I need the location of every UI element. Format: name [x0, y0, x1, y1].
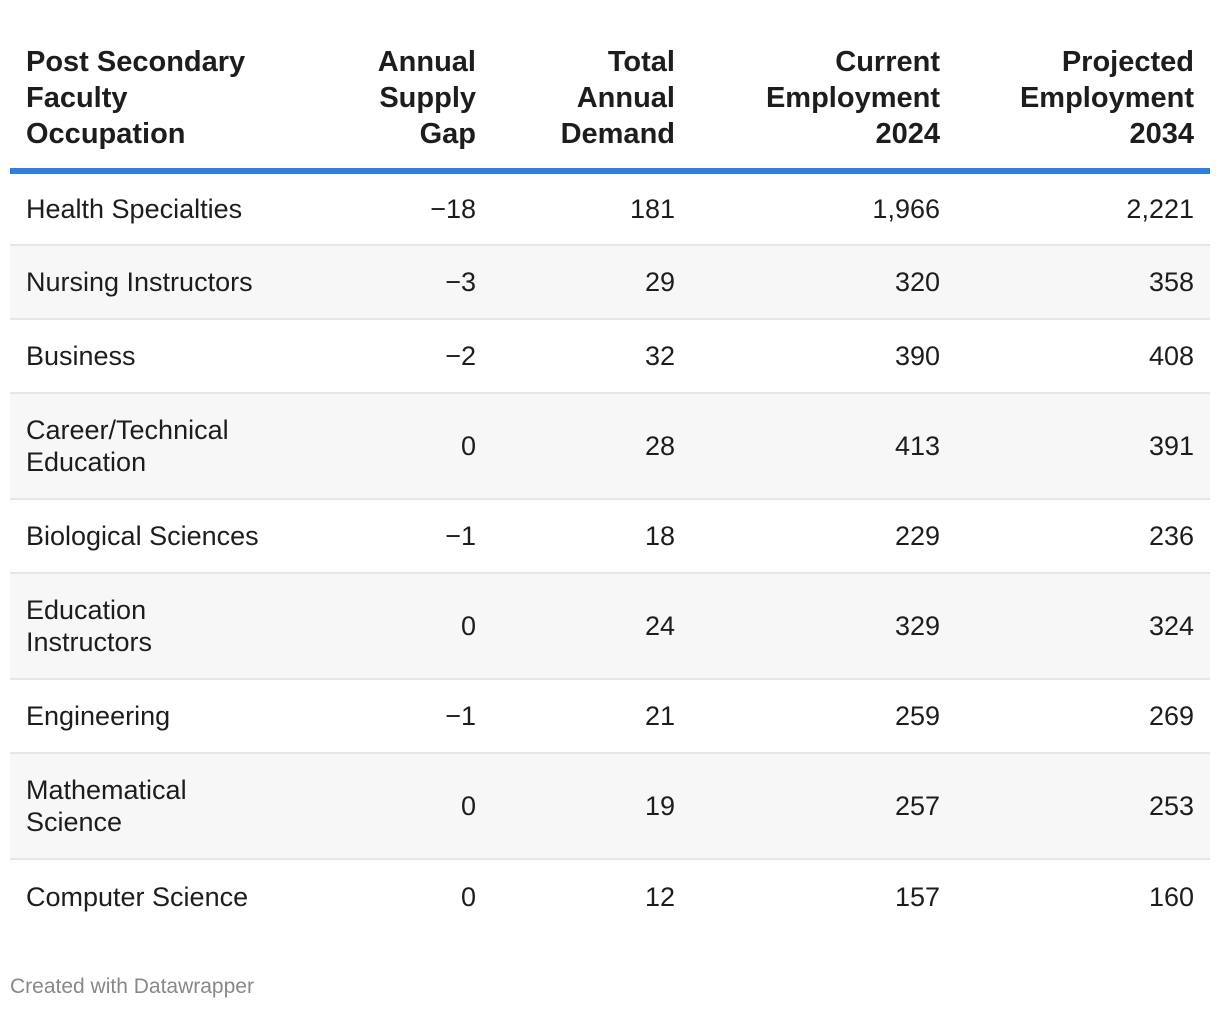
cell-occupation: Engineering	[10, 679, 286, 754]
table-header: Post Secondary Faculty Occupation Annual…	[10, 44, 1210, 174]
cell-total-annual-demand: 32	[482, 319, 681, 394]
cell-projected-employment-2034: 358	[946, 245, 1210, 320]
header-current-employment-2024[interactable]: Current Employment 2024	[681, 44, 946, 174]
cell-total-annual-demand: 18	[482, 499, 681, 574]
table-row: Career/Technical Education 0 28 413 391	[10, 393, 1210, 500]
cell-occupation: Biological Sciences	[10, 499, 286, 574]
table-row: Biological Sciences −1 18 229 236	[10, 499, 1210, 574]
cell-annual-supply-gap: −3	[286, 245, 482, 320]
cell-annual-supply-gap: 0	[286, 573, 482, 680]
cell-projected-employment-2034: 269	[946, 679, 1210, 754]
cell-annual-supply-gap: −18	[286, 171, 482, 246]
table-row: Computer Science 0 12 157 160	[10, 859, 1210, 933]
cell-total-annual-demand: 19	[482, 753, 681, 860]
datawrapper-credit: Created with Datawrapper	[10, 975, 254, 998]
cell-occupation: Computer Science	[10, 859, 286, 933]
cell-total-annual-demand: 21	[482, 679, 681, 754]
cell-total-annual-demand: 24	[482, 573, 681, 680]
cell-current-employment-2024: 390	[681, 319, 946, 394]
cell-current-employment-2024: 229	[681, 499, 946, 574]
cell-total-annual-demand: 181	[482, 171, 681, 246]
cell-annual-supply-gap: 0	[286, 753, 482, 860]
header-annual-supply-gap[interactable]: Annual Supply Gap	[286, 44, 482, 174]
table-row: Health Specialties −18 181 1,966 2,221	[10, 171, 1210, 246]
cell-annual-supply-gap: 0	[286, 393, 482, 500]
cell-occupation: Nursing Instructors	[10, 245, 286, 320]
table-row: Business −2 32 390 408	[10, 319, 1210, 394]
cell-projected-employment-2034: 253	[946, 753, 1210, 860]
cell-occupation: Mathematical Science	[10, 753, 286, 860]
cell-current-employment-2024: 259	[681, 679, 946, 754]
cell-projected-employment-2034: 160	[946, 859, 1210, 933]
header-projected-employment-2034[interactable]: Projected Employment 2034	[946, 44, 1210, 174]
cell-annual-supply-gap: 0	[286, 859, 482, 933]
cell-annual-supply-gap: −2	[286, 319, 482, 394]
table-body: Health Specialties −18 181 1,966 2,221 Nursin…	[10, 171, 1210, 933]
table-row: Nursing Instructors −3 29 320 358	[10, 245, 1210, 320]
cell-total-annual-demand: 29	[482, 245, 681, 320]
cell-current-employment-2024: 329	[681, 573, 946, 680]
cell-occupation: Business	[10, 319, 286, 394]
header-total-annual-demand[interactable]: Total Annual Demand	[482, 44, 681, 174]
cell-total-annual-demand: 28	[482, 393, 681, 500]
cell-annual-supply-gap: −1	[286, 499, 482, 574]
header-row: Post Secondary Faculty Occupation Annual…	[10, 44, 1210, 174]
cell-current-employment-2024: 257	[681, 753, 946, 860]
cell-current-employment-2024: 157	[681, 859, 946, 933]
cell-projected-employment-2034: 391	[946, 393, 1210, 500]
cell-current-employment-2024: 413	[681, 393, 946, 500]
cell-annual-supply-gap: −1	[286, 679, 482, 754]
cell-current-employment-2024: 320	[681, 245, 946, 320]
cell-projected-employment-2034: 236	[946, 499, 1210, 574]
cell-occupation: Career/Technical Education	[10, 393, 286, 500]
cell-projected-employment-2034: 324	[946, 573, 1210, 680]
cell-current-employment-2024: 1,966	[681, 171, 946, 246]
cell-projected-employment-2034: 2,221	[946, 171, 1210, 246]
table-row: Engineering −1 21 259 269	[10, 679, 1210, 754]
header-occupation[interactable]: Post Secondary Faculty Occupation	[10, 44, 286, 174]
table-row: Education Instructors 0 24 329 324	[10, 573, 1210, 680]
cell-occupation: Health Specialties	[10, 171, 286, 246]
cell-total-annual-demand: 12	[482, 859, 681, 933]
cell-occupation: Education Instructors	[10, 573, 286, 680]
data-table: Post Secondary Faculty Occupation Annual…	[10, 44, 1210, 933]
table-row: Mathematical Science 0 19 257 253	[10, 753, 1210, 860]
cell-projected-employment-2034: 408	[946, 319, 1210, 394]
